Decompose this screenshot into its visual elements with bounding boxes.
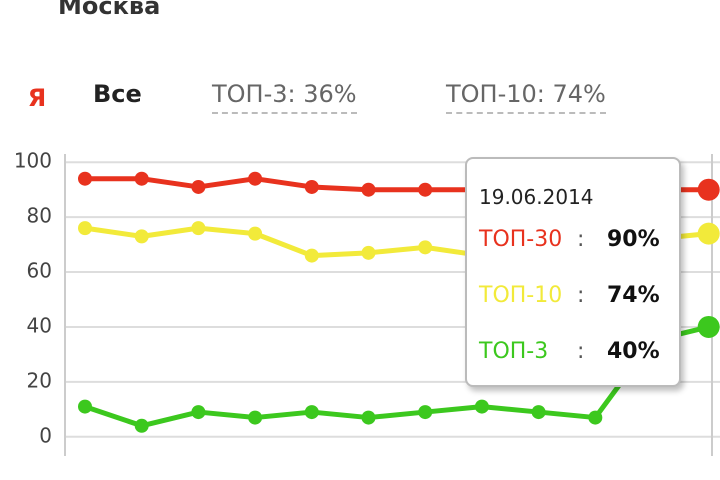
y-tick-label: 100: [14, 149, 52, 173]
tooltip-series: ТОП-10: [479, 283, 563, 308]
point: [588, 410, 603, 425]
point: [78, 171, 92, 186]
tooltip-separator: :: [577, 283, 585, 308]
point: [191, 405, 206, 420]
point: [418, 405, 433, 420]
top10-link[interactable]: ТОП-10: 74%: [446, 80, 606, 114]
tooltip-row: ТОП-3:40%: [479, 339, 660, 364]
point: [134, 229, 149, 244]
point: [474, 399, 489, 414]
tooltip-value: 74%: [607, 283, 660, 308]
tooltip-row: ТОП-30:90%: [479, 227, 660, 252]
logo: Я: [27, 84, 47, 112]
y-tick-label: 20: [27, 368, 52, 392]
y-tick-label: 0: [39, 423, 52, 447]
point: [361, 410, 376, 425]
point: [361, 182, 376, 197]
point: [248, 410, 263, 425]
point: [418, 240, 433, 255]
point: [697, 222, 720, 245]
point: [304, 405, 319, 420]
point: [248, 171, 263, 186]
top3-link[interactable]: ТОП-3: 36%: [212, 80, 357, 114]
point: [304, 179, 319, 194]
point: [304, 248, 319, 263]
point: [418, 182, 433, 197]
point: [191, 221, 206, 236]
tooltip-date: 19.06.2014: [479, 185, 594, 209]
tooltip-value: 40%: [607, 339, 660, 364]
point: [361, 245, 376, 260]
y-tick-label: 60: [27, 259, 52, 283]
y-tick-label: 40: [27, 313, 52, 337]
tooltip-separator: :: [577, 339, 585, 364]
tooltip-row: ТОП-10:74%: [479, 283, 660, 308]
point: [134, 418, 149, 433]
tooltip-series: ТОП-30: [479, 227, 563, 252]
y-tick-label: 80: [27, 204, 52, 228]
point: [697, 178, 720, 201]
point: [78, 399, 92, 414]
point: [531, 405, 546, 420]
tooltip-separator: :: [577, 227, 585, 252]
tooltip-value: 90%: [607, 227, 660, 252]
point: [78, 221, 92, 236]
point: [697, 315, 720, 338]
city: Москва: [58, 0, 161, 20]
filter-all[interactable]: Все: [93, 80, 142, 108]
point: [248, 226, 263, 241]
series-line: [84, 324, 710, 429]
point: [134, 171, 149, 186]
tooltip: 19.06.2014 ТОП-30:90% ТОП-10:74% ТОП-3:40%: [465, 157, 681, 387]
tooltip-series: ТОП-3: [479, 339, 549, 364]
point: [191, 179, 206, 194]
